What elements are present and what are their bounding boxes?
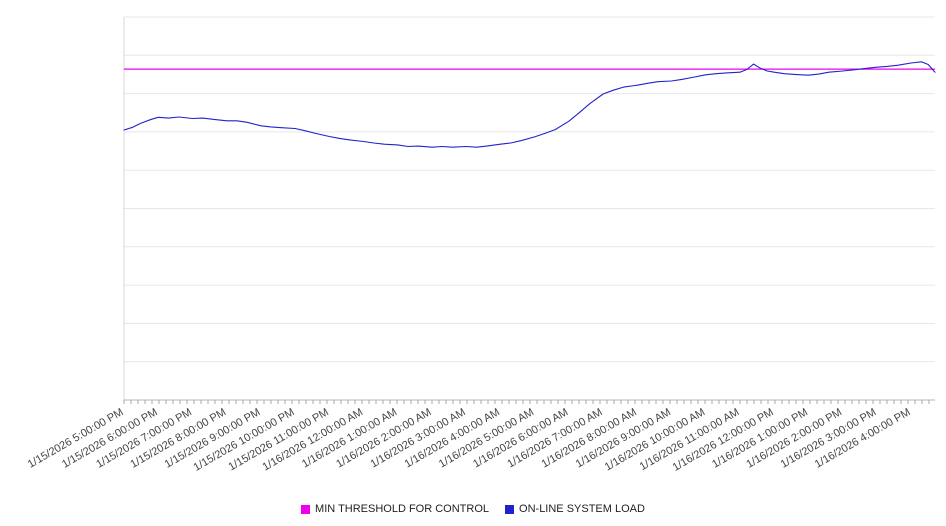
- legend-item-load: ON-LINE SYSTEM LOAD: [505, 503, 645, 515]
- legend-label-load: ON-LINE SYSTEM LOAD: [519, 503, 645, 515]
- legend-label-threshold: MIN THRESHOLD FOR CONTROL: [315, 503, 490, 515]
- load-series-line: [123, 61, 936, 148]
- legend-swatch-load: [505, 504, 515, 514]
- chart-legend: MIN THRESHOLD FOR CONTROL ON-LINE SYSTEM…: [0, 503, 946, 515]
- legend-item-threshold: MIN THRESHOLD FOR CONTROL: [301, 503, 489, 515]
- legend-swatch-threshold: [301, 504, 311, 514]
